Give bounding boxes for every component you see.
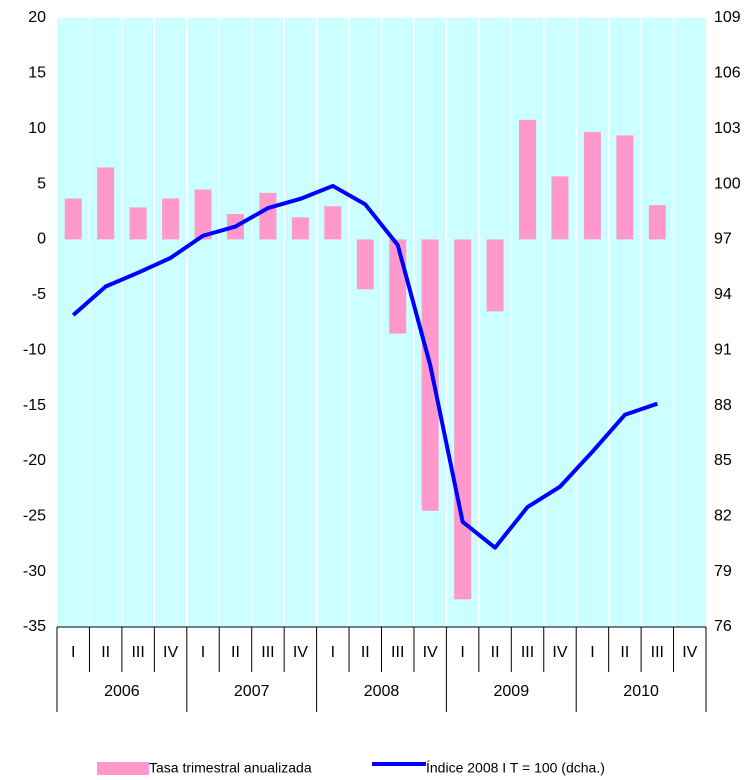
y-tick-label: -25 — [23, 507, 46, 524]
y2-tick-label: 79 — [714, 563, 732, 580]
y-tick-label: 10 — [28, 120, 46, 137]
y2-tick-label: 76 — [714, 618, 732, 635]
y2-tick-label: 91 — [714, 341, 732, 358]
x-tick-label: II — [491, 644, 500, 661]
bar — [162, 198, 180, 240]
x-tick-label: I — [71, 644, 75, 661]
bar — [97, 167, 115, 240]
x-tick-label: IV — [423, 644, 438, 661]
y-tick-label: -35 — [23, 618, 46, 635]
y2-tick-label: 85 — [714, 452, 732, 469]
year-label: 2009 — [494, 683, 530, 700]
bar — [551, 176, 569, 240]
x-tick-label: IV — [163, 644, 178, 661]
x-tick-label: II — [101, 644, 110, 661]
bar — [64, 198, 82, 240]
x-tick-label: II — [361, 644, 370, 661]
bar — [194, 189, 212, 240]
y-tick-label: -10 — [23, 341, 46, 358]
x-tick-label: III — [391, 644, 404, 661]
x-tick-label: III — [651, 644, 664, 661]
bar — [291, 217, 309, 240]
y-tick-label: -15 — [23, 397, 46, 414]
bar — [356, 239, 374, 290]
bar — [389, 239, 407, 334]
legend: Tasa trimestral anualizada Índice 2008 I … — [97, 760, 605, 776]
x-tick-label: IV — [682, 644, 697, 661]
legend-label: Índice 2008 I T = 100 (dcha.) — [426, 760, 605, 776]
y-tick-label: 0 — [37, 231, 46, 248]
y-tick-label: 5 — [37, 175, 46, 192]
y2-tick-label: 100 — [714, 175, 741, 192]
year-label: 2010 — [623, 683, 659, 700]
legend-label: Tasa trimestral anualizada — [149, 760, 312, 776]
y2-tick-label: 109 — [714, 9, 741, 26]
x-tick-label: IV — [293, 644, 308, 661]
x-tick-label: III — [131, 644, 144, 661]
x-tick-label: IV — [552, 644, 567, 661]
legend-swatch — [97, 762, 149, 775]
y2-tick-label: 82 — [714, 507, 732, 524]
y-tick-label: -20 — [23, 452, 46, 469]
bar — [519, 119, 537, 240]
x-tick-label: III — [521, 644, 534, 661]
bar — [648, 205, 666, 240]
x-tick-label: II — [231, 644, 240, 661]
x-tick-label: I — [331, 644, 335, 661]
bar — [454, 239, 472, 600]
x-tick-label: III — [261, 644, 274, 661]
y2-tick-label: 94 — [714, 286, 732, 303]
y-tick-label: 20 — [28, 9, 46, 26]
year-label: 2007 — [234, 683, 270, 700]
line — [71, 183, 658, 550]
year-label: 2008 — [364, 683, 400, 700]
x-tick-label: I — [460, 644, 464, 661]
x-tick-label: I — [590, 644, 594, 661]
x-tick-label: I — [201, 644, 205, 661]
y2-tick-label: 97 — [714, 231, 732, 248]
y2-tick-label: 106 — [714, 65, 741, 82]
bar — [129, 207, 147, 240]
bar — [421, 239, 439, 511]
bar — [583, 132, 601, 240]
bar — [486, 239, 504, 312]
y-tick-label: -30 — [23, 563, 46, 580]
y2-tick-label: 103 — [714, 120, 741, 137]
y-tick-label: -5 — [32, 286, 46, 303]
year-label: 2006 — [104, 683, 140, 700]
bar — [324, 206, 342, 240]
bar — [259, 192, 277, 240]
bar — [616, 135, 634, 240]
x-tick-label: II — [620, 644, 629, 661]
y-tick-label: 15 — [28, 65, 46, 82]
y2-tick-label: 88 — [714, 397, 732, 414]
